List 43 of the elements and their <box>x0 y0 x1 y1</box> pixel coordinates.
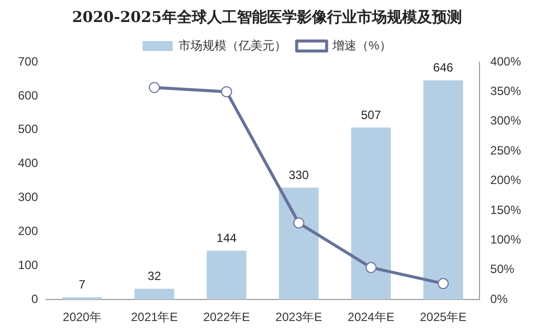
y-tick-label: 400 <box>18 156 38 170</box>
x-tick-label: 2022年E <box>203 310 250 324</box>
y-tick-label: 500 <box>18 122 38 136</box>
x-tick-label: 2024年E <box>348 310 394 324</box>
bar <box>351 128 391 300</box>
y2-tick-label: 250% <box>490 143 522 158</box>
y-tick-label: 200 <box>18 224 38 238</box>
y2-tick-label: 200% <box>490 173 522 188</box>
x-tick-label: 2021年E <box>130 310 178 324</box>
point <box>293 217 304 228</box>
y2-tick-label: 100% <box>490 232 522 247</box>
point <box>365 262 376 274</box>
y-tick-label: 600 <box>18 88 38 102</box>
point <box>438 278 449 290</box>
chart-title: 2020-2025年全球人工智能医学影像行业市场规模及预测 <box>71 8 463 28</box>
y2-tick-label: 300% <box>490 114 522 128</box>
legend-label: 增速（%） <box>332 38 392 52</box>
data-label: 144 <box>216 231 237 246</box>
data-label: 646 <box>433 60 454 75</box>
y-tick-label: 700 <box>18 54 38 68</box>
x-tick-label: 2020年 <box>62 310 102 324</box>
data-label: 507 <box>360 108 382 122</box>
bar <box>206 250 246 300</box>
data-label: 330 <box>288 168 310 182</box>
point <box>148 82 160 94</box>
y2-tick-label: 0% <box>490 292 508 306</box>
bar <box>278 188 319 300</box>
y-tick-label: 100 <box>18 258 38 272</box>
y2-tick-label: 150% <box>490 202 522 217</box>
point <box>221 86 232 98</box>
bar <box>62 297 102 300</box>
data-label: 32 <box>148 269 162 284</box>
x-tick-label: 2023年E <box>275 310 322 324</box>
bar <box>134 288 174 300</box>
data-label: 7 <box>78 278 86 292</box>
y-tick-label: 0 <box>31 292 38 306</box>
x-tick-label: 2025年E <box>420 310 467 324</box>
y2-tick-label: 350% <box>490 84 522 98</box>
y2-tick-label: 50% <box>490 262 515 276</box>
y-tick-label: 300 <box>18 190 38 204</box>
y2-tick-label: 400% <box>490 54 522 68</box>
legend-label: 市场规模（亿美元） <box>178 38 287 52</box>
bar <box>423 80 464 300</box>
